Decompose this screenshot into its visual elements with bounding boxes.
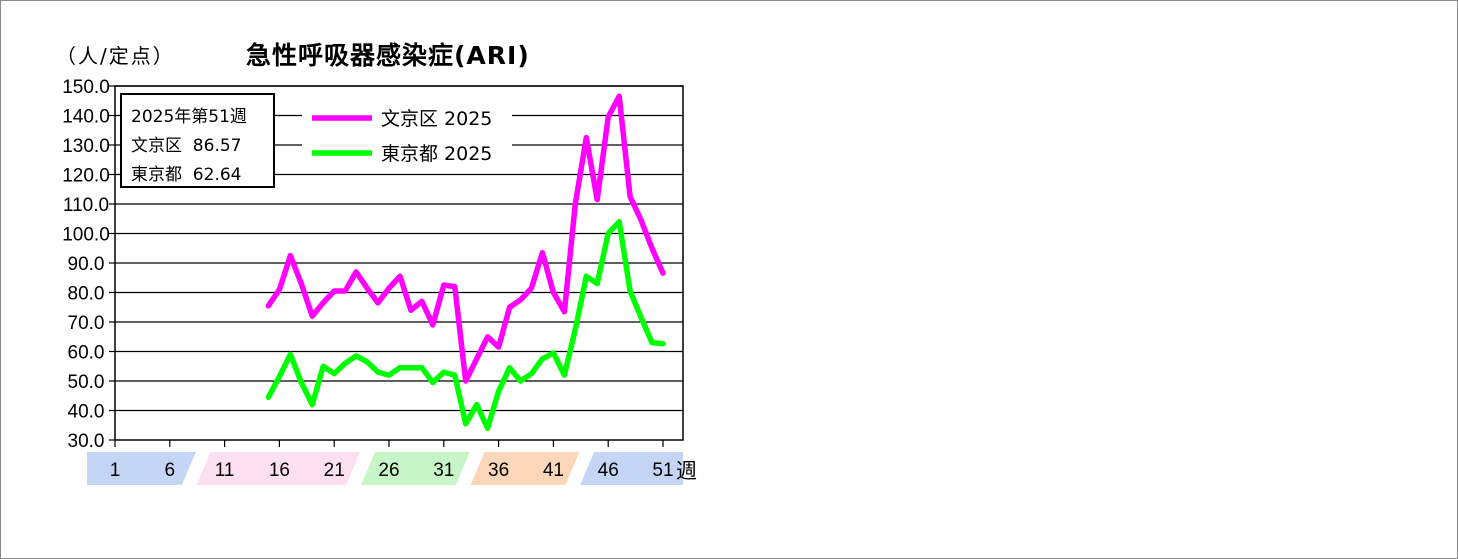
x-axis-unit: 週 <box>676 459 697 483</box>
x-tick-label: 26 <box>378 460 399 481</box>
x-tick-label: 41 <box>543 460 564 481</box>
season-band <box>196 452 361 485</box>
season-band <box>580 452 683 485</box>
y-tick-label: 40.0 <box>68 402 105 423</box>
x-tick-label: 46 <box>598 460 619 481</box>
y-tick-label: 110.0 <box>63 195 109 216</box>
y-tick-label: 150.0 <box>62 77 110 98</box>
x-tick-label: 51 <box>652 460 673 481</box>
y-tick-label: 80.0 <box>68 284 105 305</box>
y-tick-label: 70.0 <box>68 313 105 334</box>
season-band <box>87 452 196 485</box>
y-tick-label: 90.0 <box>68 254 105 275</box>
season-band <box>361 452 470 485</box>
x-tick-label: 11 <box>215 460 235 481</box>
season-band <box>470 452 580 485</box>
current-week-box: 2025年第51週 文京区 86.57 東京都 62.64 <box>120 93 275 188</box>
x-tick-label: 1 <box>110 460 121 481</box>
legend-box <box>302 101 512 171</box>
y-unit-label: （人/定点） <box>56 44 175 68</box>
chart-title: 急性呼吸器感染症(ARI) <box>246 41 530 70</box>
legend-label: 文京区 2025 <box>381 108 492 130</box>
x-tick-label: 16 <box>269 460 290 481</box>
y-tick-label: 60.0 <box>68 343 105 364</box>
info-week: 2025年第51週 <box>131 107 247 127</box>
series-line <box>265 218 666 431</box>
x-tick-label: 6 <box>165 460 176 481</box>
y-tick-label: 100.0 <box>62 225 110 246</box>
x-tick-label: 36 <box>488 460 509 481</box>
series-line <box>265 93 666 384</box>
plot-area <box>114 85 684 441</box>
info-bunkyo: 文京区 86.57 <box>131 136 242 156</box>
x-tick-label: 21 <box>324 460 345 481</box>
y-tick-label: 120.0 <box>62 166 110 187</box>
legend-label: 東京都 2025 <box>381 143 492 165</box>
info-tokyo: 東京都 62.64 <box>131 165 242 185</box>
y-tick-label: 30.0 <box>68 431 105 452</box>
y-tick-label: 50.0 <box>68 372 105 393</box>
y-tick-label: 130.0 <box>62 136 110 157</box>
x-tick-label: 31 <box>433 460 454 481</box>
y-tick-label: 140.0 <box>62 107 110 128</box>
